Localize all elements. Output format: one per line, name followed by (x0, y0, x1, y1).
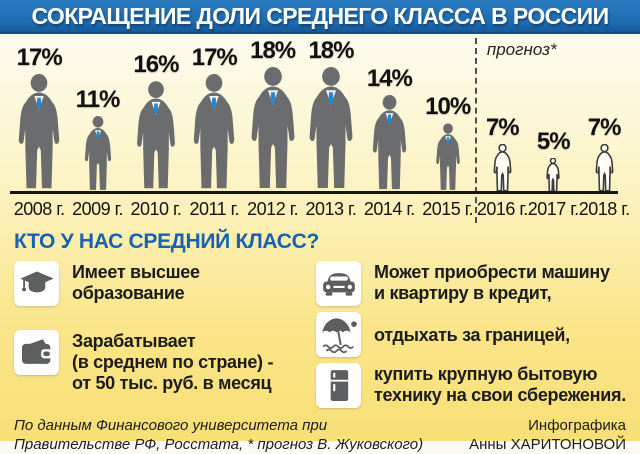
year-label: 2014 г. (363, 199, 415, 219)
person-icon (194, 74, 235, 189)
year-label: 2015 г. (422, 199, 474, 219)
forecast-label: прогноз* (486, 40, 557, 59)
chart-baseline (10, 191, 618, 194)
chart-group-forecast: прогноз* 7% 2016 г. 5% 2017 г. 7% 2018 г. (474, 34, 630, 223)
chart-column-2012: 18% 2012 г. (243, 34, 301, 223)
person-icon (136, 81, 175, 189)
person-icon (309, 67, 353, 188)
person-icon (372, 95, 406, 190)
person-icon (251, 67, 295, 188)
chart-column-2010: 16% 2010 г. (127, 34, 185, 223)
year-label: 2008 г. (13, 199, 65, 219)
year-label: 2017 г. (527, 199, 579, 219)
value-label: 18% (308, 37, 354, 64)
person-outline-icon (592, 144, 617, 193)
credit-note: Инфографика Анны ХАРИТОНОВОЙ (469, 417, 626, 454)
year-label: 2009 г. (72, 199, 123, 219)
beach-umbrella-icon (316, 312, 361, 357)
chart-section: 17% 2008 г. 11% 2009 г. 16% 2010 г. 17% 2011 г.… (0, 34, 640, 223)
year-label: 2011 г. (189, 199, 240, 219)
list-item-text: купить крупную бытовую технику на свои с… (374, 364, 626, 405)
value-label: 17% (16, 44, 63, 71)
chart-column-2015: 10% 2015 г. (419, 34, 477, 223)
chart-column-2018: 7% 2018 г. (579, 34, 630, 223)
chart-column-2011: 17% 2011 г. (185, 34, 243, 223)
list-item-education: Имеет высшее образование (14, 261, 316, 306)
person-outline-icon (490, 144, 515, 193)
list-item-income: Зарабатывает (в среднем по стране) - от … (14, 330, 316, 394)
graduation-cap-icon (14, 261, 59, 306)
value-label: 14% (366, 65, 413, 92)
chart-column-2008: 17% 2008 г. (10, 34, 68, 223)
person-icon (84, 116, 111, 190)
page-title: СОКРАЩЕНИЕ ДОЛИ СРЕДНЕГО КЛАССА В РОССИИ (31, 2, 609, 29)
car-icon (316, 261, 361, 306)
value-label: 7% (587, 114, 622, 141)
source-note: По данным Финансового университета при П… (14, 417, 424, 454)
value-label: 17% (191, 44, 238, 71)
year-label: 2012 г. (247, 199, 299, 219)
section-heading: КТО У НАС СРЕДНИЙ КЛАСС? (14, 230, 320, 253)
list-item-car: Может приобрести машину и квартиру в кре… (316, 261, 632, 306)
person-outline-icon (544, 158, 562, 193)
value-label: 11% (75, 86, 121, 113)
forecast-divider-line (474, 38, 477, 223)
value-label: 16% (133, 51, 179, 78)
right-column: Может приобрести машину и квартиру в кре… (316, 261, 632, 408)
year-label: 2010 г. (130, 199, 182, 219)
person-icon (435, 123, 460, 190)
chart-column-2014: 14% 2014 г. (360, 34, 418, 223)
value-label: 10% (425, 93, 471, 120)
list-item-vacation: отдыхать за границей, (316, 312, 632, 357)
footer: По данным Финансового университета при П… (0, 408, 640, 454)
refrigerator-icon (316, 363, 361, 408)
value-label: 7% (485, 114, 520, 141)
value-label: 18% (250, 37, 296, 64)
title-banner: СОКРАЩЕНИЕ ДОЛИ СРЕДНЕГО КЛАССА В РОССИИ (0, 0, 640, 34)
list-item-text: Имеет высшее образование (72, 262, 200, 303)
chart-column-2017: 5% 2017 г. (528, 34, 579, 223)
chart-column-2016: 7% 2016 г. (477, 34, 528, 223)
list-item-text: Зарабатывает (в среднем по стране) - от … (72, 331, 274, 393)
list-item-text: Может приобрести машину и квартиру в кре… (374, 262, 610, 303)
chart-group-past: 17% 2008 г. 11% 2009 г. 16% 2010 г. 17% 2011 г.… (10, 34, 477, 223)
middle-class-columns: Имеет высшее образование Зарабатывает (в… (0, 257, 640, 408)
year-label: 2013 г. (305, 199, 357, 219)
list-item-appliances: купить крупную бытовую технику на свои с… (316, 363, 632, 408)
year-label: 2018 г. (578, 199, 630, 219)
chart-row: 17% 2008 г. 11% 2009 г. 16% 2010 г. 17% 2011 г.… (10, 34, 630, 223)
left-column: Имеет высшее образование Зарабатывает (в… (14, 261, 316, 408)
value-label: 5% (536, 128, 571, 155)
list-item-text: отдыхать за границей, (374, 324, 570, 345)
wallet-icon (14, 330, 59, 375)
year-label: 2016 г. (476, 199, 528, 219)
chart-column-2009: 11% 2009 г. (68, 34, 126, 223)
chart-column-2013: 18% 2013 г. (302, 34, 360, 223)
person-icon (18, 74, 60, 189)
